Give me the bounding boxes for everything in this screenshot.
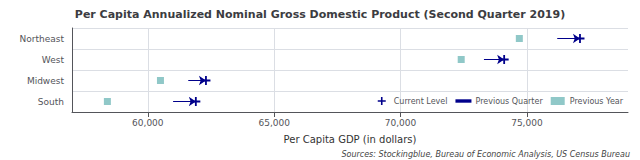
svg-text:60,000: 60,000	[132, 118, 164, 128]
svg-text:70,000: 70,000	[385, 118, 417, 128]
svg-text:65,000: 65,000	[258, 118, 290, 128]
svg-text:Previous Year: Previous Year	[570, 97, 624, 106]
svg-text:Midwest: Midwest	[27, 76, 65, 86]
svg-text:Previous Quarter: Previous Quarter	[475, 97, 543, 106]
svg-text:Sources: Stockingblue, Bureau: Sources: Stockingblue, Bureau of Economi…	[341, 150, 630, 159]
svg-text:Northeast: Northeast	[20, 34, 65, 44]
svg-text:Per Capita Annualized Nominal: Per Capita Annualized Nominal Gross Dome…	[75, 8, 565, 21]
svg-text:75,000: 75,000	[511, 118, 543, 128]
svg-text:West: West	[42, 55, 65, 65]
svg-text:South: South	[38, 97, 64, 107]
svg-text:Per Capita GDP (in dollars): Per Capita GDP (in dollars)	[284, 134, 417, 145]
svg-text:Current Level: Current Level	[394, 97, 448, 106]
